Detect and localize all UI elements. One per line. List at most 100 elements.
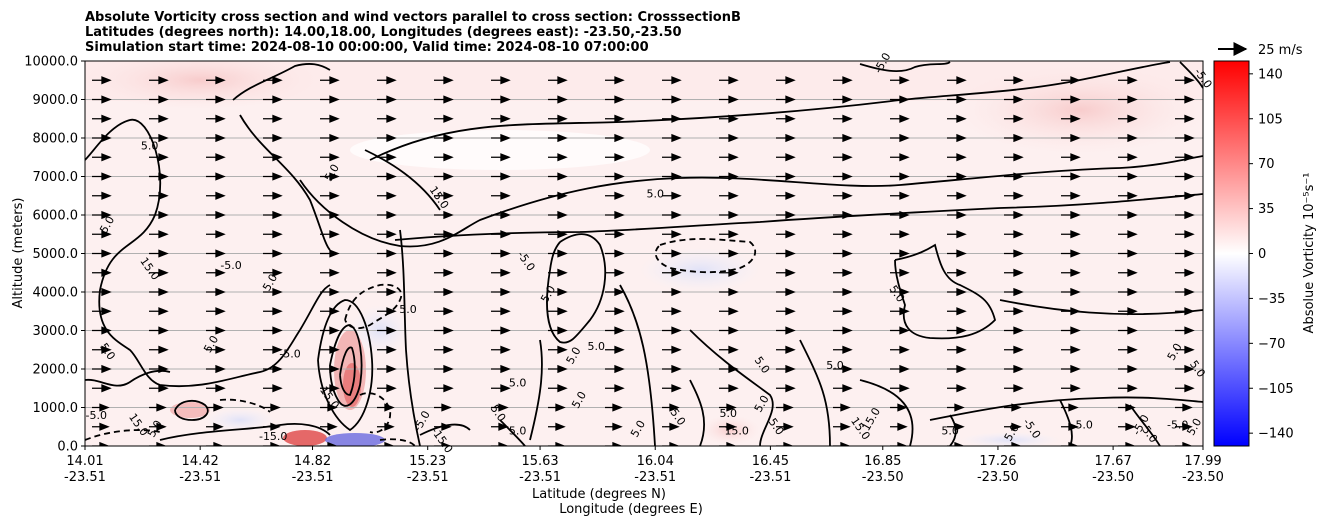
- wind-arrow: [491, 287, 511, 297]
- wind-arrow: [263, 345, 283, 354]
- wind-arrow: [263, 287, 283, 297]
- wind-arrow: [434, 384, 454, 393]
- wind-arrow: [662, 403, 680, 412]
- wind-arrow: [1004, 364, 1024, 374]
- wind-arrow: [434, 210, 454, 220]
- wind-arrow: [1004, 403, 1022, 412]
- wind-arrow: [1004, 210, 1024, 220]
- wind-arrow: [719, 210, 739, 220]
- wind-arrow: [947, 95, 967, 104]
- wind-arrow: [1175, 172, 1195, 181]
- contour-label: 5.0: [141, 140, 159, 153]
- wind-arrow: [776, 326, 796, 335]
- colorbar-label: Absolue Vorticity 10⁻⁵s⁻¹: [1302, 173, 1317, 334]
- wind-arrow: [206, 287, 226, 297]
- wind-arrow: [605, 249, 625, 258]
- wind-arrow: [776, 249, 796, 258]
- contour-lines: [85, 61, 1203, 446]
- wind-arrow: [833, 345, 853, 354]
- y-tick-label: 3000.0: [33, 324, 79, 339]
- wind-arrow: [1118, 210, 1138, 220]
- wind-arrow: [149, 210, 169, 220]
- wind-arrow: [491, 384, 511, 393]
- wind-arrow: [320, 441, 338, 446]
- wind-arrow: [491, 172, 511, 181]
- chart-title-line-1: Latitudes (degrees north): 14.00,18.00, …: [85, 25, 682, 40]
- wind-arrow: [320, 230, 340, 239]
- wind-arrow: [434, 76, 454, 85]
- wind-arrow: [890, 95, 910, 104]
- y-axis: 0.0 1000.0 2000.0 3000.0 4000.0 5000.0 6000.0 7…: [24, 55, 85, 455]
- wind-arrow: [548, 133, 568, 143]
- contour-label: 5.0: [720, 407, 738, 420]
- wind-arrow: [719, 172, 739, 181]
- x-tick-label-lat: 17.67: [1095, 454, 1132, 469]
- wind-arrow: [263, 133, 283, 143]
- wind-arrow: [833, 114, 853, 123]
- wind-arrow: [833, 133, 853, 143]
- wind-arrow: [149, 326, 169, 335]
- wind-arrow: [833, 249, 853, 258]
- x-tick-label-lon: -23.51: [519, 470, 561, 485]
- wind-arrow: [776, 364, 796, 374]
- wind-arrow: [1004, 249, 1024, 258]
- wind-arrow: [947, 133, 967, 143]
- wind-arrow: [890, 210, 910, 220]
- wind-arrow: [776, 114, 796, 123]
- wind-arrow: [548, 249, 568, 258]
- wind-arrow: [662, 441, 680, 446]
- wind-arrow: [377, 153, 397, 162]
- wind-arrow: [92, 384, 112, 393]
- wind-arrow: [377, 364, 397, 374]
- wind-arrow: [320, 114, 340, 123]
- wind-arrow: [662, 422, 680, 431]
- wind-arrow: [548, 153, 568, 162]
- wind-arrow: [548, 76, 568, 85]
- wind-arrow: [1061, 403, 1079, 412]
- wind-arrow: [662, 172, 682, 181]
- wind-arrow: [1175, 287, 1195, 297]
- wind-arrow: [833, 403, 851, 412]
- wind-arrow: [1004, 172, 1024, 181]
- wind-arrow: [92, 114, 112, 123]
- contour-label: -5.0: [220, 259, 241, 272]
- wind-arrow: [947, 191, 967, 200]
- wind-arrow: [833, 95, 853, 104]
- wind-arrow: [719, 441, 737, 446]
- wind-arrow: [605, 172, 625, 181]
- wind-arrow: [320, 172, 340, 181]
- wind-arrow: [92, 307, 112, 316]
- wind-arrow: [890, 153, 910, 162]
- wind-arrow: [719, 230, 739, 239]
- contour-label: -5.0: [1071, 419, 1092, 432]
- wind-arrow: [1175, 422, 1193, 431]
- wind-arrow: [662, 326, 682, 335]
- wind-arrow: [548, 326, 568, 335]
- wind-arrow: [1004, 191, 1024, 200]
- wind-arrow: [719, 364, 739, 374]
- wind-arrow: [605, 268, 625, 277]
- wind-arrow: [833, 307, 853, 316]
- wind-arrow: [92, 364, 112, 374]
- y-tick-label: 4000.0: [33, 286, 79, 301]
- quiver-key: 25 m/s: [1218, 42, 1303, 58]
- wind-arrow: [1118, 230, 1138, 239]
- wind-arrow: [1118, 249, 1138, 258]
- y-tick-label: 10000.0: [24, 55, 78, 70]
- wind-arrow: [1061, 114, 1081, 123]
- wind-arrow: [206, 153, 226, 162]
- wind-arrow: [1118, 287, 1138, 297]
- wind-arrow: [434, 364, 454, 374]
- wind-arrow: [377, 384, 397, 393]
- wind-arrow: [1004, 133, 1024, 143]
- wind-arrow: [662, 114, 682, 123]
- wind-arrow: [833, 268, 853, 277]
- wind-arrow: [149, 287, 169, 297]
- wind-arrow: [320, 153, 340, 162]
- wind-arrow: [377, 76, 397, 85]
- wind-arrow: [206, 95, 226, 104]
- x-tick-label-lat: 14.01: [66, 454, 103, 469]
- wind-arrow: [548, 287, 568, 297]
- wind-arrow: [149, 133, 169, 143]
- wind-arrow: [776, 76, 796, 85]
